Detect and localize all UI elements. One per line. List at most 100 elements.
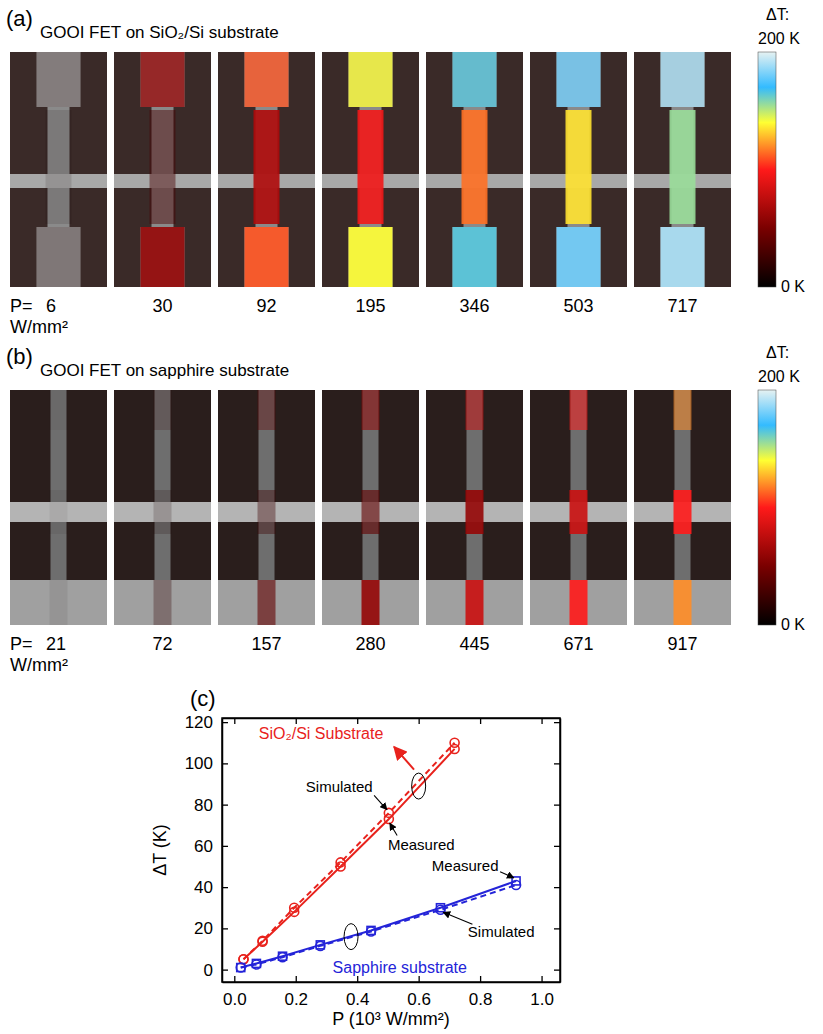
tick-label: 0.2 <box>284 990 308 1009</box>
tick-mark <box>554 846 560 847</box>
device-contact <box>37 52 81 107</box>
heat-contact <box>362 390 380 430</box>
data-point <box>336 862 345 871</box>
heat-contact <box>245 227 289 287</box>
device-channel <box>155 390 171 625</box>
heat-contact <box>557 52 601 107</box>
group-label: Sapphire substrate <box>333 959 467 976</box>
image-background <box>426 390 523 625</box>
heat-channel <box>462 110 488 224</box>
image-background <box>530 52 627 287</box>
device-pad <box>322 580 419 625</box>
tick-mark <box>419 718 420 724</box>
power-prefix: P= <box>10 634 33 654</box>
heat-channel <box>154 490 172 534</box>
tick-mark <box>554 804 560 805</box>
power-prefix: P= <box>10 296 33 316</box>
device-channel <box>467 390 483 625</box>
tick-label: 40 <box>194 878 213 897</box>
heat-contact <box>141 227 185 287</box>
device-pad <box>530 580 627 625</box>
power-value: 717 <box>667 296 697 316</box>
heat-contact <box>570 580 588 625</box>
heat-contact <box>154 580 172 625</box>
heat-channel <box>466 490 484 534</box>
tick-label: 0.6 <box>407 990 431 1009</box>
heat-channel <box>150 110 176 224</box>
data-point <box>237 964 245 972</box>
device-contact <box>557 52 601 107</box>
colorbar-tick-label: 0 K <box>781 616 805 633</box>
data-point <box>236 963 245 972</box>
data-point <box>278 953 287 962</box>
heat-contact <box>466 580 484 625</box>
thermal-image <box>114 390 211 625</box>
thermal-image <box>426 52 523 287</box>
tick <box>554 763 560 764</box>
power-value: 346 <box>459 296 489 316</box>
heat-contact <box>37 227 81 287</box>
image-background <box>322 52 419 287</box>
power-value: 92 <box>256 296 276 316</box>
thermal-image <box>10 52 107 287</box>
thermal-panel: (b)GOOI FET on sapphire substrateΔT:200 … <box>6 344 805 675</box>
tick-mark <box>222 763 228 764</box>
heat-contact <box>661 52 705 107</box>
power-value: 195 <box>355 296 385 316</box>
group-label: SiO₂/Si Substrate <box>259 725 384 742</box>
heat-contact <box>258 390 276 430</box>
tick: 60 <box>194 837 228 856</box>
image-background <box>322 390 419 625</box>
image-background <box>218 52 315 287</box>
data-point <box>450 744 459 753</box>
tick-label: 20 <box>194 919 213 938</box>
axis: 0.00.20.40.60.81.0 <box>223 976 561 1009</box>
group-ellipse <box>344 924 358 950</box>
heat-channel <box>566 110 592 224</box>
data-point <box>290 907 299 916</box>
tick-label: 0.8 <box>469 990 493 1009</box>
tick-mark <box>234 976 235 982</box>
device-contact <box>245 52 289 107</box>
colorbar-tick-label: 200 K <box>758 30 800 47</box>
plot-frame <box>222 718 560 982</box>
device-channel <box>675 390 691 625</box>
colorbar <box>758 390 776 625</box>
device-channel <box>259 390 275 625</box>
data-point <box>258 937 267 946</box>
tick-mark <box>222 969 228 970</box>
series-label: Simulated <box>306 778 373 795</box>
tick-mark <box>554 887 560 888</box>
thermal-image <box>322 52 419 287</box>
device-pad <box>634 580 731 625</box>
colorbar-title: ΔT: <box>766 6 789 23</box>
data-point <box>384 815 393 824</box>
device-contact <box>453 52 497 107</box>
device-contact <box>349 52 393 107</box>
tick: 0.6 <box>407 976 431 1009</box>
heat-contact <box>258 580 276 625</box>
image-background <box>634 390 731 625</box>
tick-label: 0.4 <box>346 990 370 1009</box>
image-background <box>634 52 731 287</box>
tick <box>357 718 358 724</box>
device-channel <box>571 390 587 625</box>
tick-label: 0 <box>204 961 213 980</box>
tick-mark <box>480 976 481 982</box>
tick-mark <box>554 969 560 970</box>
colorbar <box>758 52 776 287</box>
tick-label: 80 <box>194 796 213 815</box>
panel-title: GOOI FET on SiO₂/Si substrate <box>40 23 279 42</box>
heat-contact <box>557 227 601 287</box>
tick: 0.2 <box>284 976 308 1009</box>
tick <box>554 805 560 806</box>
tick <box>554 928 560 929</box>
device-contact <box>245 227 289 287</box>
tick-mark <box>222 722 228 723</box>
heat-channel <box>362 490 380 534</box>
series-label: Measured <box>432 857 499 874</box>
thermal-image <box>530 390 627 625</box>
tick <box>296 718 297 724</box>
tick-mark <box>222 887 228 888</box>
thermal-image <box>218 390 315 625</box>
